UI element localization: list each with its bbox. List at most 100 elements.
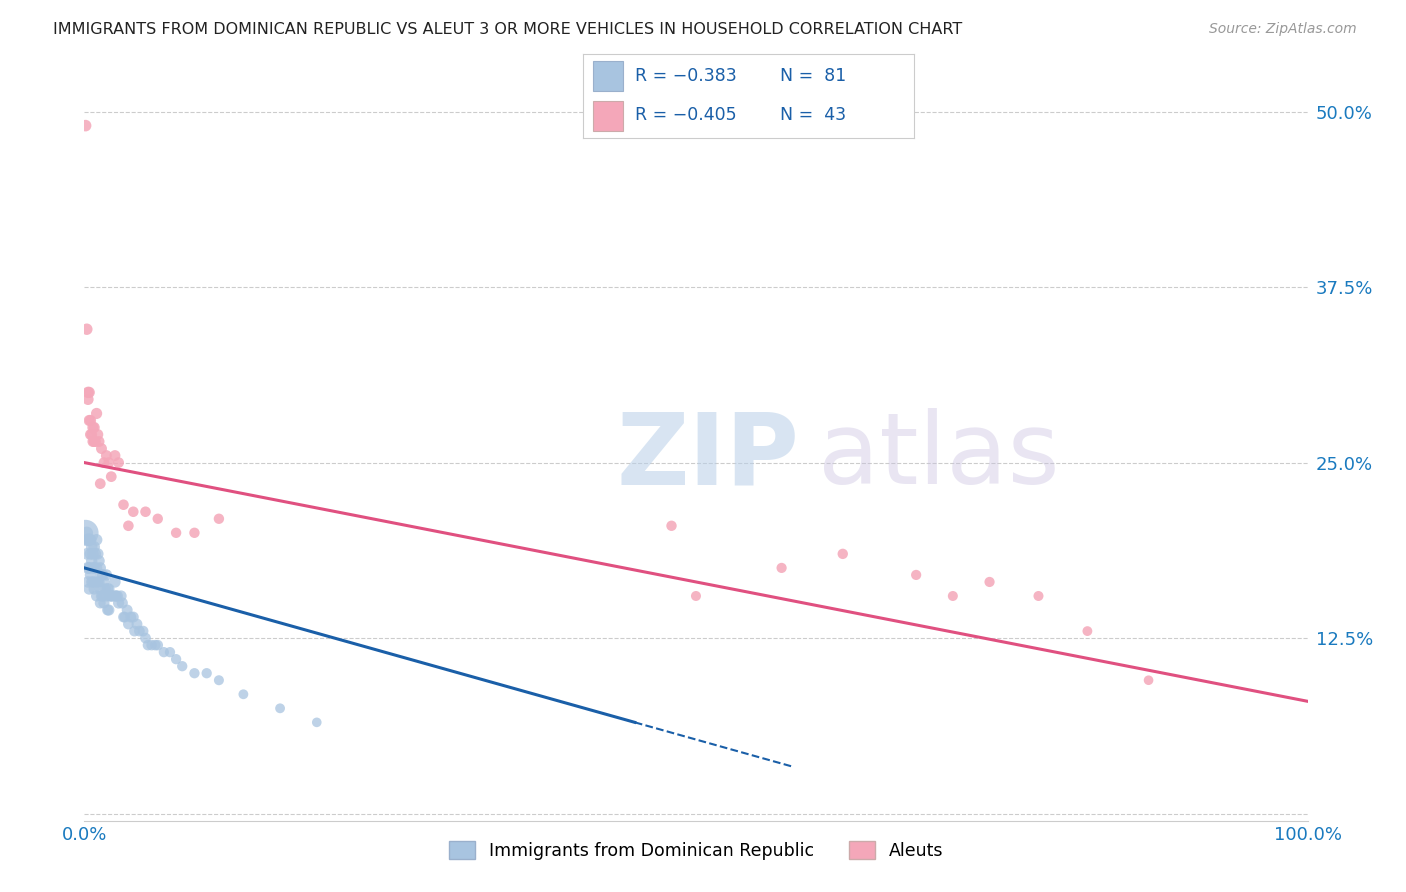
Point: [1028, 589, 1050, 603]
Point: [86, 533, 108, 547]
Point: [80, 427, 103, 442]
Point: [105, 589, 128, 603]
Point: [76, 525, 98, 540]
Point: [80, 574, 103, 589]
Text: N =  81: N = 81: [780, 67, 846, 85]
Point: [84, 574, 107, 589]
Point: [82, 561, 104, 575]
Point: [77, 385, 100, 400]
Point: [76, 322, 98, 336]
Point: [77, 392, 100, 407]
Point: [79, 427, 101, 442]
Text: R = −0.405: R = −0.405: [634, 106, 737, 124]
Point: [83, 540, 105, 554]
Point: [83, 420, 105, 434]
Point: [100, 589, 122, 603]
Text: IMMIGRANTS FROM DOMINICAN REPUBLIC VS ALEUT 3 OR MORE VEHICLES IN HOUSEHOLD CORR: IMMIGRANTS FROM DOMINICAN REPUBLIC VS AL…: [53, 22, 963, 37]
Point: [77, 533, 100, 547]
Point: [128, 624, 150, 639]
Point: [89, 476, 111, 491]
Point: [183, 666, 205, 681]
Point: [942, 589, 965, 603]
Point: [83, 434, 105, 449]
Point: [135, 631, 157, 645]
Point: [124, 624, 146, 639]
Text: ZIP: ZIP: [616, 409, 800, 505]
Point: [112, 498, 135, 512]
Point: [82, 574, 104, 589]
Point: [90, 568, 112, 582]
Point: [111, 596, 134, 610]
Point: [104, 574, 127, 589]
Point: [91, 568, 114, 582]
Point: [136, 638, 159, 652]
Point: [107, 456, 129, 470]
Point: [153, 645, 176, 659]
Point: [86, 589, 108, 603]
Point: [77, 582, 100, 596]
Text: N =  43: N = 43: [780, 106, 846, 124]
Point: [208, 512, 231, 526]
Point: [80, 554, 103, 568]
Point: [661, 518, 683, 533]
Point: [87, 574, 110, 589]
Point: [79, 413, 101, 427]
Point: [87, 547, 110, 561]
Point: [172, 659, 194, 673]
Point: [114, 610, 136, 624]
Point: [132, 624, 155, 639]
Point: [107, 596, 129, 610]
Point: [82, 420, 104, 434]
Point: [77, 574, 100, 589]
Point: [100, 469, 122, 483]
Point: [97, 456, 120, 470]
Point: [80, 540, 103, 554]
Text: R = −0.383: R = −0.383: [634, 67, 737, 85]
Point: [82, 547, 104, 561]
Point: [208, 673, 231, 688]
Point: [110, 589, 132, 603]
FancyBboxPatch shape: [593, 62, 623, 91]
Point: [87, 434, 110, 449]
Point: [97, 582, 120, 596]
Point: [89, 596, 111, 610]
Point: [115, 603, 138, 617]
Point: [232, 687, 254, 701]
Point: [831, 547, 853, 561]
Point: [75, 525, 97, 540]
Point: [90, 589, 112, 603]
Point: [141, 638, 163, 652]
Point: [183, 525, 205, 540]
Point: [79, 568, 101, 582]
Point: [135, 505, 157, 519]
Point: [96, 568, 118, 582]
Point: [97, 603, 120, 617]
Point: [685, 589, 707, 603]
Point: [122, 610, 145, 624]
Point: [91, 589, 114, 603]
Point: [105, 589, 128, 603]
FancyBboxPatch shape: [593, 101, 623, 130]
Point: [87, 554, 110, 568]
Point: [77, 561, 100, 575]
Point: [84, 434, 107, 449]
Point: [93, 456, 115, 470]
Point: [76, 547, 98, 561]
Point: [120, 610, 142, 624]
Point: [77, 533, 100, 547]
Point: [83, 582, 105, 596]
Point: [77, 413, 100, 427]
Point: [96, 449, 118, 463]
Point: [90, 442, 112, 456]
Point: [77, 561, 100, 575]
Point: [125, 617, 148, 632]
Point: [97, 582, 120, 596]
Point: [87, 574, 110, 589]
Point: [770, 561, 793, 575]
Point: [96, 589, 118, 603]
Point: [104, 449, 127, 463]
Point: [94, 582, 117, 596]
Point: [84, 547, 107, 561]
Text: Source: ZipAtlas.com: Source: ZipAtlas.com: [1209, 22, 1357, 37]
Point: [195, 666, 218, 681]
